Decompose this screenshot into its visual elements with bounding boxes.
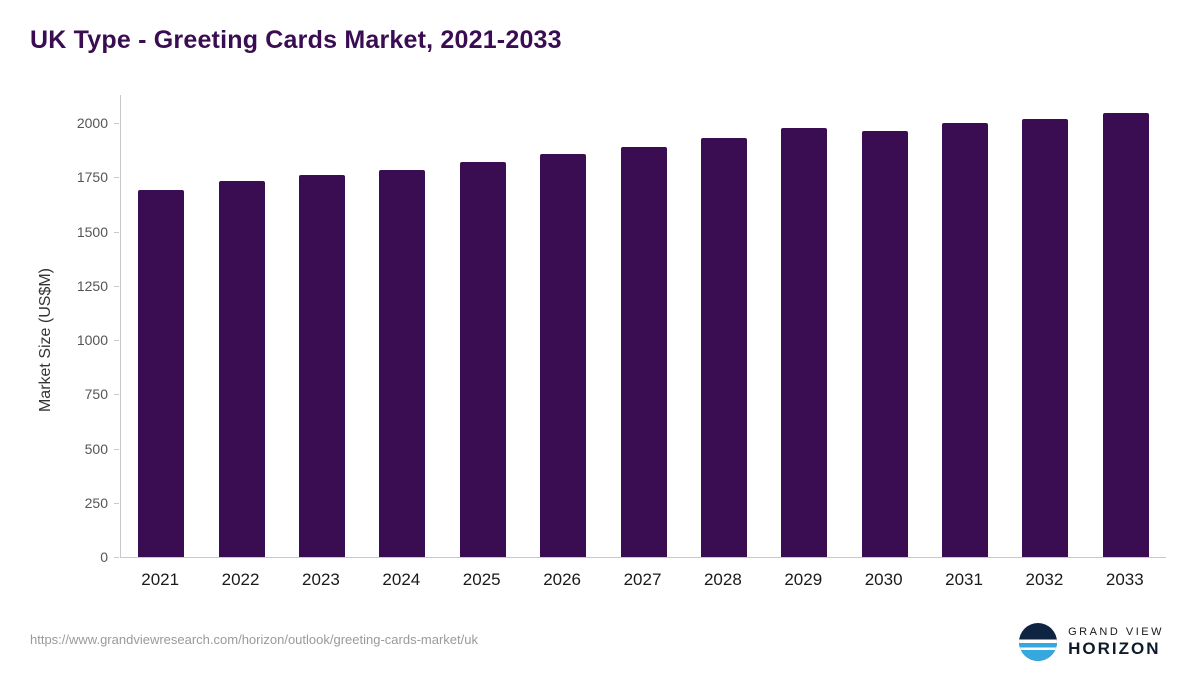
bar xyxy=(1022,119,1069,557)
y-tick-label: 500 xyxy=(84,440,108,457)
x-tick-label: 2023 xyxy=(302,570,340,589)
brand-logo: GRAND VIEW HORIZON xyxy=(1018,622,1164,662)
bar xyxy=(218,181,265,557)
y-tick-mark xyxy=(114,285,119,287)
y-tick-label: 1000 xyxy=(76,332,108,348)
bar xyxy=(459,162,506,557)
x-tick-label: 2026 xyxy=(543,570,582,589)
y-tick-label: 750 xyxy=(84,386,108,403)
x-tick-label: 2021 xyxy=(141,570,180,589)
x-tick-label: 2028 xyxy=(703,570,742,589)
y-tick-mark xyxy=(114,502,119,504)
x-tick-label: 2025 xyxy=(462,570,501,589)
bar xyxy=(781,128,828,557)
logo-line2: HORIZON xyxy=(1068,638,1161,658)
y-tick-mark xyxy=(114,340,119,341)
bar xyxy=(700,138,747,557)
y-tick-mark xyxy=(114,231,119,233)
plot-area xyxy=(120,95,1166,558)
y-tick-mark xyxy=(114,394,119,396)
x-tick-label: 2024 xyxy=(382,570,421,589)
y-tick-label: 2000 xyxy=(76,115,108,131)
x-tick-label: 2032 xyxy=(1025,570,1064,589)
horizon-logo-icon xyxy=(1019,623,1058,661)
y-tick-label: 0 xyxy=(100,549,108,565)
x-tick-label: 2027 xyxy=(623,570,662,589)
x-tick-label: 2030 xyxy=(864,570,903,589)
y-tick-mark xyxy=(114,123,119,124)
bar xyxy=(942,123,989,557)
bar xyxy=(861,131,908,557)
bar xyxy=(298,175,345,557)
y-tick-label: 250 xyxy=(84,494,108,511)
logo-line1: GRAND VIEW xyxy=(1068,625,1164,638)
bar xyxy=(1102,113,1149,557)
x-tick-label: 2022 xyxy=(221,570,260,589)
y-tick-label: 1750 xyxy=(76,169,108,186)
y-tick-label: 1500 xyxy=(76,223,108,240)
y-tick-mark xyxy=(114,177,119,179)
bar xyxy=(620,147,667,557)
logo-text: GRAND VIEW HORIZON xyxy=(1068,626,1164,658)
bar xyxy=(138,190,185,557)
bar xyxy=(540,154,587,557)
y-tick-mark xyxy=(114,448,119,450)
bar xyxy=(379,170,426,557)
y-tick-label: 1250 xyxy=(76,277,108,294)
y-tick-mark xyxy=(114,557,119,558)
x-tick-label: 2031 xyxy=(945,570,983,589)
x-tick-label: 2033 xyxy=(1105,570,1144,589)
source-url: https://www.grandviewresearch.com/horizo… xyxy=(30,632,478,647)
x-tick-label: 2029 xyxy=(784,570,823,589)
chart-title: UK Type - Greeting Cards Market, 2021-20… xyxy=(30,26,562,54)
